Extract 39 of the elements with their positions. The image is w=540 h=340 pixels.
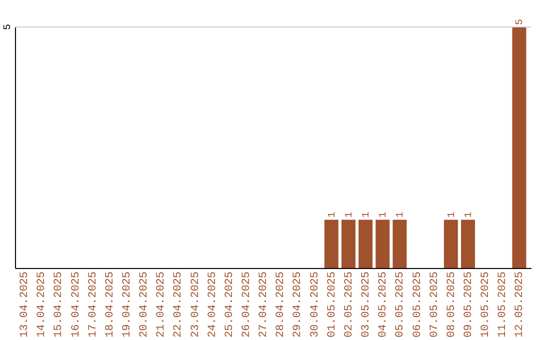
x-tick-label: 15.04.2025 bbox=[53, 272, 66, 338]
x-tick-label: 27.04.2025 bbox=[258, 272, 270, 338]
data-label: 1 bbox=[378, 212, 390, 218]
x-tick-label: 07.05.2025 bbox=[428, 272, 441, 338]
x-tick-label: 05.05.2025 bbox=[394, 272, 407, 338]
x-tick-label: 23.04.2025 bbox=[190, 272, 202, 338]
x-tick-label: 03.05.2025 bbox=[360, 272, 373, 338]
x-tick-label: 06.05.2025 bbox=[412, 272, 424, 338]
x-tick-label: 13.04.2025 bbox=[19, 272, 32, 338]
x-tick-label: 20.04.2025 bbox=[138, 272, 151, 338]
x-tick-label: 01.05.2025 bbox=[326, 272, 338, 338]
x-tick-label: 08.05.2025 bbox=[446, 272, 458, 338]
x-tick-label: 25.04.2025 bbox=[224, 272, 236, 338]
x-tick-label: 04.05.2025 bbox=[378, 272, 390, 338]
data-label: 1 bbox=[396, 212, 407, 218]
x-tick-label: 24.04.2025 bbox=[206, 272, 219, 338]
data-label: 1 bbox=[464, 212, 475, 218]
data-label: 1 bbox=[344, 212, 356, 218]
x-tick-label: 29.04.2025 bbox=[292, 272, 304, 338]
x-tick-label: 11.05.2025 bbox=[497, 272, 510, 338]
x-tick-label: 10.05.2025 bbox=[480, 272, 492, 338]
data-label: 5 bbox=[515, 18, 526, 25]
x-tick-label: 21.04.2025 bbox=[156, 272, 168, 338]
x-tick-label: 26.04.2025 bbox=[241, 272, 254, 338]
x-tick-label: 17.04.2025 bbox=[87, 272, 100, 338]
x-tick-label: 30.04.2025 bbox=[309, 272, 322, 338]
x-tick-label: 19.04.2025 bbox=[122, 272, 134, 338]
x-tick-label: 16.04.2025 bbox=[70, 272, 82, 338]
ref-line-label: 5 bbox=[3, 24, 14, 30]
x-tick-label: 02.05.2025 bbox=[343, 272, 356, 338]
data-label: 1 bbox=[446, 212, 458, 218]
x-tick-label: 18.04.2025 bbox=[104, 272, 116, 338]
x-tick-label: 28.04.2025 bbox=[275, 272, 288, 338]
data-label: 1 bbox=[327, 212, 338, 218]
x-tick-label: 12.05.2025 bbox=[514, 272, 526, 338]
x-tick-label: 09.05.2025 bbox=[462, 272, 475, 338]
x-tick-label: 22.04.2025 bbox=[172, 272, 185, 338]
x-tick-label: 14.04.2025 bbox=[36, 272, 48, 338]
data-label: 1 bbox=[362, 212, 373, 218]
